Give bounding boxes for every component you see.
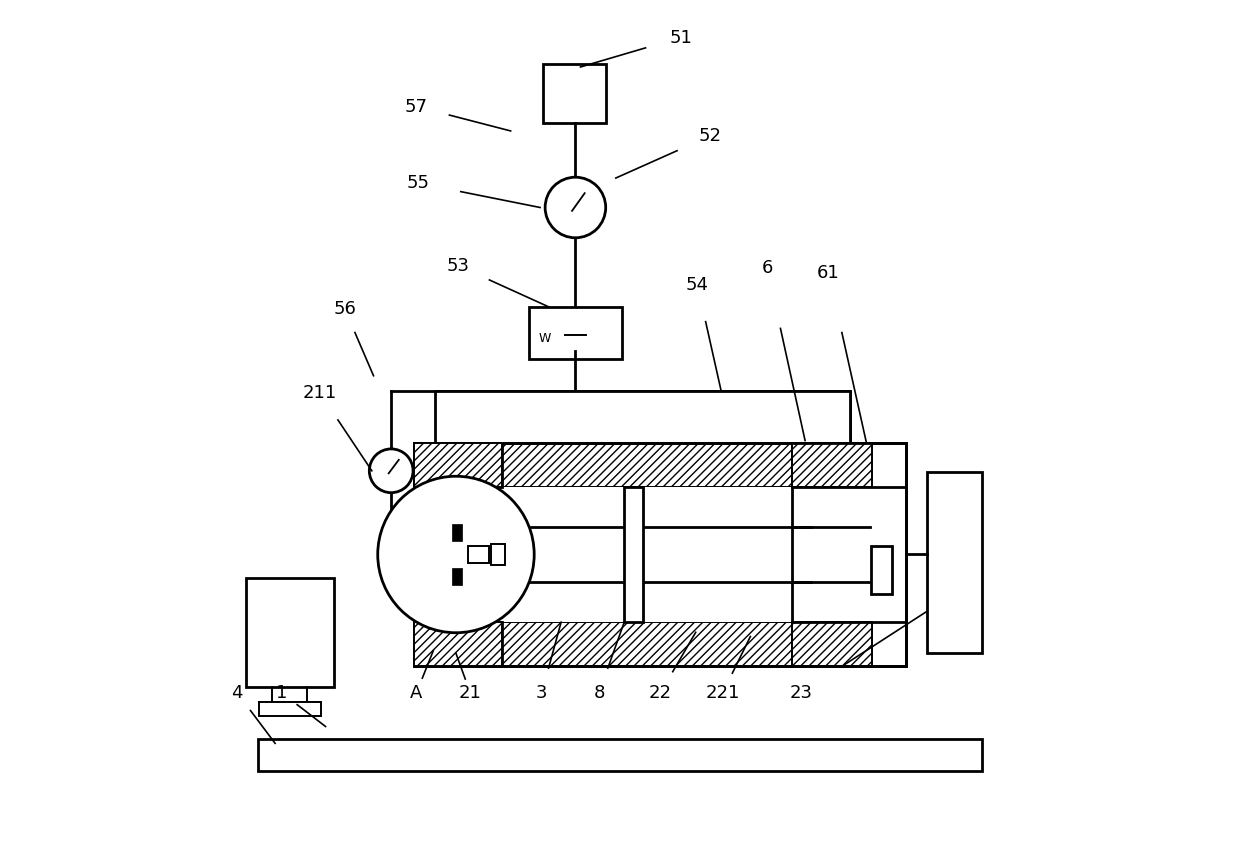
- Bar: [414, 622, 502, 666]
- Text: 22: 22: [649, 684, 672, 702]
- Bar: [451, 568, 463, 585]
- Text: 52: 52: [698, 127, 722, 145]
- Text: 1: 1: [277, 684, 288, 702]
- Text: 3: 3: [536, 684, 548, 702]
- Bar: [792, 443, 872, 487]
- Text: 61: 61: [817, 264, 839, 282]
- Bar: [414, 622, 502, 666]
- Text: 51: 51: [670, 29, 692, 46]
- Text: 8: 8: [593, 684, 605, 702]
- Text: 211: 211: [303, 383, 337, 402]
- Bar: [464, 517, 506, 592]
- Bar: [414, 443, 502, 487]
- Bar: [435, 391, 849, 443]
- Bar: [491, 544, 505, 565]
- Text: 55: 55: [407, 174, 429, 192]
- Text: 21: 21: [459, 684, 481, 702]
- Bar: [469, 546, 490, 563]
- Circle shape: [546, 177, 605, 238]
- Bar: [414, 443, 906, 487]
- Circle shape: [378, 476, 534, 633]
- Bar: [414, 622, 502, 666]
- Bar: [624, 487, 642, 622]
- Bar: [414, 443, 906, 666]
- Text: 23: 23: [790, 684, 812, 702]
- Bar: [451, 524, 463, 541]
- Bar: [529, 306, 621, 359]
- Bar: [414, 456, 463, 653]
- Text: A: A: [410, 684, 423, 702]
- Text: 56: 56: [334, 300, 356, 318]
- Bar: [246, 577, 334, 687]
- Text: 221: 221: [706, 684, 740, 702]
- Text: 4: 4: [232, 684, 243, 702]
- Bar: [414, 443, 906, 666]
- Bar: [870, 546, 892, 594]
- Text: 53: 53: [446, 257, 469, 274]
- Bar: [792, 622, 872, 666]
- Bar: [792, 443, 906, 666]
- Bar: [414, 622, 906, 666]
- Bar: [414, 443, 502, 487]
- Text: 54: 54: [686, 276, 709, 294]
- Bar: [414, 487, 906, 622]
- Bar: [258, 739, 982, 771]
- Text: 6: 6: [761, 259, 773, 277]
- Circle shape: [370, 449, 413, 493]
- Bar: [414, 443, 502, 487]
- Bar: [543, 64, 605, 123]
- Text: W: W: [538, 332, 551, 345]
- Bar: [928, 473, 982, 653]
- Text: 57: 57: [405, 98, 428, 116]
- Bar: [259, 702, 321, 717]
